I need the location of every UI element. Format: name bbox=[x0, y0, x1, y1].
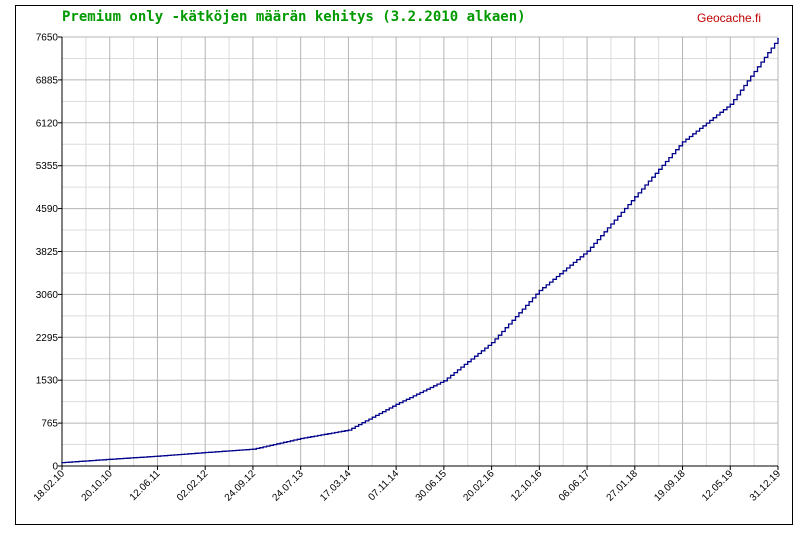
x-tick-label: 19.09.18 bbox=[652, 468, 688, 504]
data-point bbox=[634, 196, 636, 198]
data-point bbox=[538, 289, 541, 292]
y-tick-label: 7650 bbox=[36, 33, 59, 44]
x-tick-label: 06.06.17 bbox=[557, 468, 593, 504]
x-tick-label: 18.02.10 bbox=[32, 468, 68, 504]
x-tick-label: 12.06.11 bbox=[128, 468, 163, 503]
y-tick-label: 5355 bbox=[36, 161, 59, 172]
y-tick-label: 765 bbox=[41, 419, 58, 430]
y-tick-label: 1530 bbox=[36, 376, 59, 387]
data-point bbox=[299, 437, 302, 440]
x-tick-label: 12.05.19 bbox=[700, 468, 736, 504]
x-tick-label: 30.06.15 bbox=[414, 468, 450, 504]
data-point bbox=[252, 448, 254, 450]
data-point bbox=[347, 429, 350, 431]
series-line bbox=[62, 38, 779, 464]
data-point bbox=[490, 341, 493, 344]
x-tick-label: 17.03.14 bbox=[318, 468, 354, 504]
x-tick-label: 31.12.19 bbox=[748, 468, 784, 504]
data-point bbox=[108, 458, 111, 461]
data-point bbox=[586, 250, 588, 253]
chart-title: Premium only -kätköjen määrän kehitys (3… bbox=[62, 9, 526, 25]
x-tick-label: 20.02.16 bbox=[461, 468, 497, 504]
data-point bbox=[443, 379, 445, 382]
y-tick-label: 0 bbox=[52, 462, 58, 473]
x-tick-label: 24.09.12 bbox=[223, 468, 259, 504]
x-tick-label: 24.07.13 bbox=[270, 468, 306, 504]
data-point bbox=[204, 451, 206, 454]
site-name: Geocache.fi bbox=[697, 11, 762, 25]
data-point bbox=[156, 455, 159, 457]
data-point bbox=[777, 37, 779, 40]
x-tick-label: 20.10.10 bbox=[80, 468, 116, 504]
y-tick-label: 6885 bbox=[36, 75, 59, 86]
x-tick-label: 27.01.18 bbox=[605, 468, 641, 504]
data-point bbox=[729, 103, 732, 106]
y-tick-label: 6120 bbox=[36, 118, 59, 129]
y-tick-label: 3060 bbox=[36, 290, 59, 301]
y-tick-label: 2295 bbox=[36, 333, 59, 344]
data-point bbox=[395, 403, 397, 406]
y-tick-label: 4590 bbox=[36, 204, 59, 215]
y-tick-label: 3825 bbox=[36, 247, 59, 258]
data-point bbox=[61, 461, 63, 464]
x-tick-label: 02.02.12 bbox=[175, 468, 211, 504]
x-tick-label: 07.11.14 bbox=[366, 468, 401, 503]
x-tick-label: 12.10.16 bbox=[509, 468, 545, 504]
data-point bbox=[681, 141, 684, 143]
